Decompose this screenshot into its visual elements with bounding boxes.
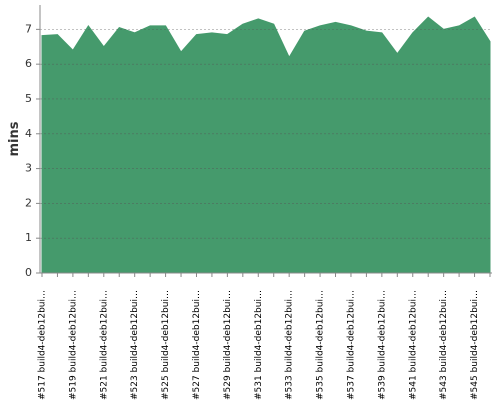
y-tick-label: 2 (25, 196, 32, 209)
x-tick-label: #535 build4-deb12bui… (316, 290, 326, 400)
x-tick-label: #521 build4-deb12bui… (99, 290, 109, 400)
x-tick-label: #517 build4-deb12bui… (38, 290, 48, 400)
y-tick-label: 0 (25, 266, 32, 279)
x-tick-label: #527 build4-deb12bui… (192, 290, 202, 400)
x-tick-label: #541 build4-deb12bui… (408, 290, 418, 400)
y-tick-label: 5 (25, 92, 32, 105)
y-tick-label: 7 (25, 22, 32, 35)
y-tick-label: 1 (25, 231, 32, 244)
y-tick-label: 3 (25, 162, 32, 175)
x-tick-label: #519 build4-deb12bui… (68, 290, 78, 400)
x-tick-label: #545 build4-deb12bui… (470, 290, 480, 400)
x-tick-label: #525 build4-deb12bui… (161, 290, 171, 400)
y-axis-label: mins (7, 121, 22, 156)
x-tick-label: #533 build4-deb12bui… (285, 290, 295, 400)
x-tick-label: #537 build4-deb12bui… (346, 290, 356, 400)
y-tick-label: 6 (25, 57, 32, 70)
x-tick-label: #539 build4-deb12bui… (377, 290, 387, 400)
x-tick-label: #523 build4-deb12bui… (130, 290, 140, 400)
area (41, 16, 491, 274)
y-tick-label: 4 (25, 127, 32, 140)
x-tick-label: #543 build4-deb12bui… (439, 290, 449, 400)
x-tick-label: #531 build4-deb12bui… (254, 290, 264, 400)
x-tick-label: #529 build4-deb12bui… (223, 290, 233, 400)
